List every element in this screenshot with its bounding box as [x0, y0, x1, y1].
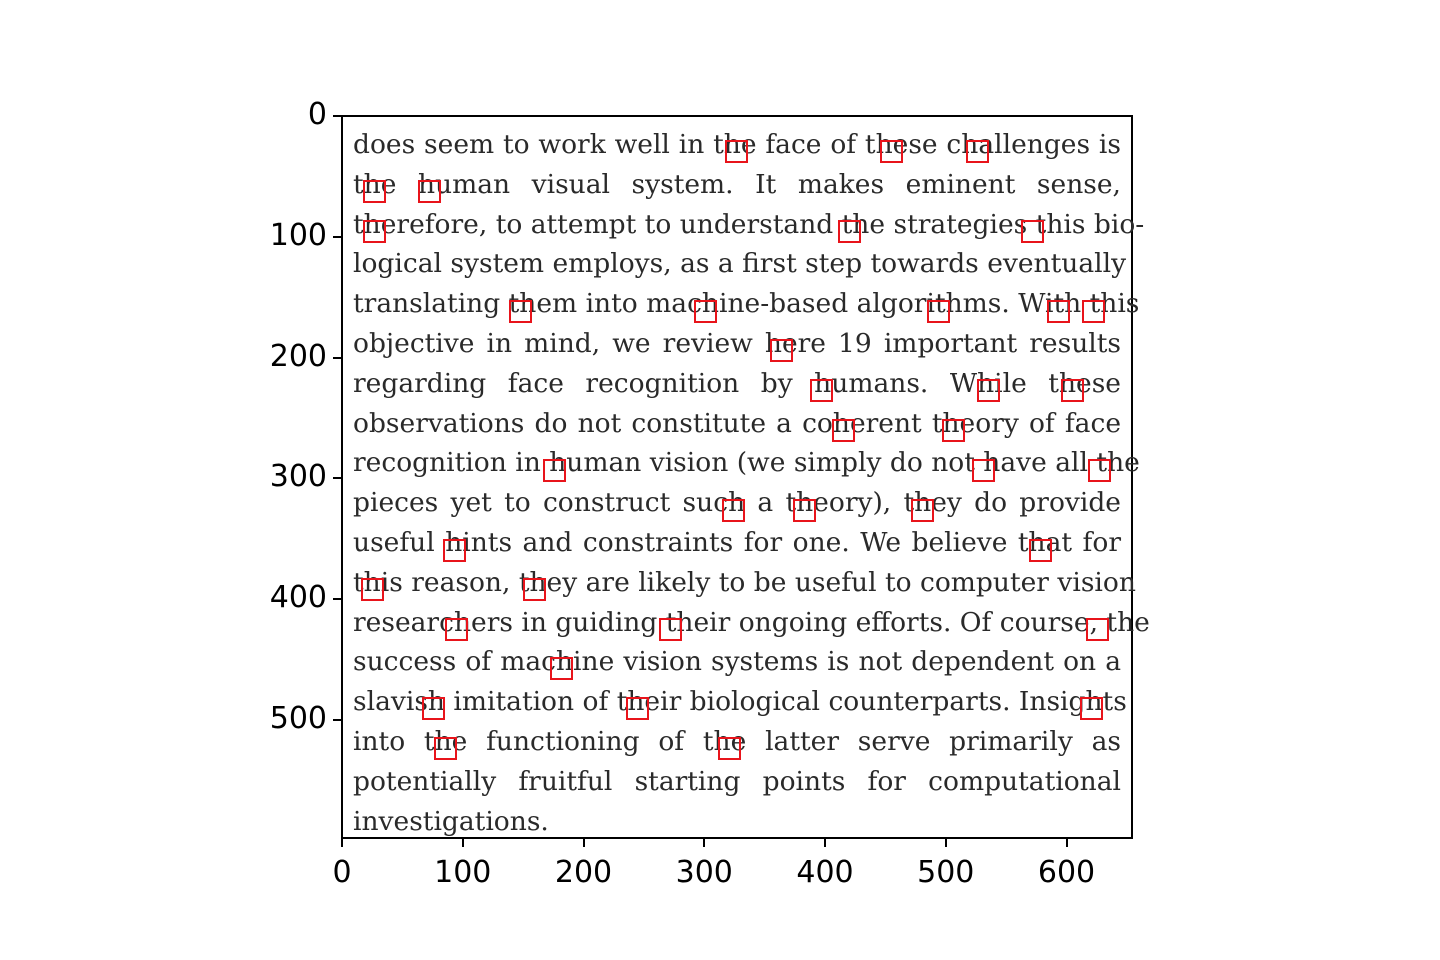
- x-tick-mark: [824, 839, 826, 847]
- x-tick-label: 300: [675, 855, 733, 890]
- highlight-box: [770, 339, 794, 363]
- text-line: pieces yet to construct such a theory), …: [353, 487, 1121, 519]
- highlight-box: [626, 696, 650, 720]
- x-tick-label: 600: [1037, 855, 1096, 890]
- x-tick-mark: [341, 839, 343, 847]
- x-tick-mark: [703, 839, 706, 847]
- highlight-box: [1028, 538, 1052, 562]
- highlight-box: [1021, 219, 1045, 243]
- text-line: regarding face recognition by humans. Wh…: [353, 367, 1121, 399]
- text-line: slavish imitation of their biological co…: [353, 686, 1127, 718]
- highlight-box: [965, 140, 989, 164]
- highlight-box: [911, 498, 935, 522]
- y-tick-label: 400: [269, 580, 327, 615]
- x-tick-mark: [461, 839, 464, 847]
- highlight-box: [725, 140, 749, 164]
- y-tick-mark: [333, 477, 341, 480]
- x-tick-label: 200: [554, 855, 613, 890]
- text-line: useful hints and constraints for one. We…: [353, 526, 1121, 558]
- highlight-box: [445, 618, 469, 642]
- text-line: translating them into machine-based algo…: [353, 288, 1140, 320]
- text-line: does seem to work well in the face of th…: [353, 129, 1121, 160]
- text-line: success of machine vision systems is not…: [353, 646, 1121, 678]
- y-tick-label: 300: [269, 459, 327, 495]
- x-tick-mark: [582, 839, 585, 847]
- y-tick-label: 500: [269, 700, 327, 736]
- x-tick-label: 100: [434, 855, 492, 890]
- x-tick-mark: [944, 839, 947, 847]
- text-line: into the functioning of the latter serve…: [353, 725, 1121, 757]
- x-tick-label: 400: [796, 855, 854, 890]
- text-line: investigations.: [353, 805, 549, 837]
- highlight-box: [360, 578, 384, 602]
- text-line: therefore, to attempt to understand the …: [353, 208, 1145, 240]
- highlight-box: [927, 299, 951, 323]
- highlight-box: [976, 379, 1000, 403]
- document-text-block: does seem to work well in the face of th…: [353, 125, 1150, 841]
- highlight-box: [1087, 458, 1111, 482]
- highlight-box: [793, 498, 817, 522]
- highlight-box: [971, 458, 995, 482]
- highlight-box: [659, 618, 683, 642]
- highlight-box: [1046, 299, 1070, 323]
- text-line: the human visual system. It makes eminen…: [353, 168, 1121, 200]
- highlight-box: [422, 696, 446, 720]
- highlight-box: [363, 179, 387, 203]
- highlight-box: [509, 299, 533, 323]
- x-tick-mark: [1065, 839, 1068, 847]
- highlight-box: [879, 140, 903, 164]
- highlight-box: [694, 299, 718, 323]
- highlight-box: [831, 419, 855, 443]
- highlight-box: [363, 219, 387, 243]
- y-tick-label: 200: [269, 338, 327, 374]
- highlight-box: [809, 379, 833, 403]
- highlight-box: [417, 179, 441, 203]
- y-tick-mark: [333, 115, 341, 117]
- y-tick-mark: [333, 235, 341, 238]
- y-tick-label: 100: [269, 217, 327, 253]
- y-tick-mark: [333, 598, 341, 600]
- highlight-box: [522, 578, 546, 602]
- highlight-box: [941, 419, 965, 443]
- highlight-box: [1061, 379, 1085, 403]
- highlight-box: [434, 736, 458, 760]
- highlight-box: [550, 656, 574, 680]
- x-tick-label: 0: [332, 855, 352, 890]
- highlight-box: [543, 458, 567, 482]
- x-tick-label: 500: [917, 855, 975, 890]
- highlight-box: [1080, 696, 1104, 720]
- text-line: observations do not constitute a coheren…: [353, 407, 1121, 439]
- text-line: this reason, they are likely to be usefu…: [353, 566, 1136, 598]
- y-tick-mark: [333, 356, 341, 359]
- y-tick-mark: [333, 718, 341, 721]
- highlight-box: [718, 736, 742, 760]
- highlight-box: [1086, 618, 1110, 642]
- text-line: objective in mind, we review here 19 imp…: [353, 327, 1121, 359]
- plot-axes: does seem to work well in the face of th…: [341, 115, 1150, 841]
- highlight-box: [837, 219, 861, 243]
- y-tick-label: 0: [307, 97, 327, 132]
- highlight-box: [721, 498, 745, 522]
- highlight-box: [442, 538, 466, 562]
- text-line: researchers in guiding their ongoing eff…: [353, 606, 1150, 638]
- text-line: potentially fruitful starting points for…: [353, 765, 1121, 797]
- highlight-box: [1081, 299, 1105, 323]
- text-line: logical system employs, as a first step …: [353, 248, 1127, 280]
- text-line: recognition in human vision (we simply d…: [353, 447, 1140, 479]
